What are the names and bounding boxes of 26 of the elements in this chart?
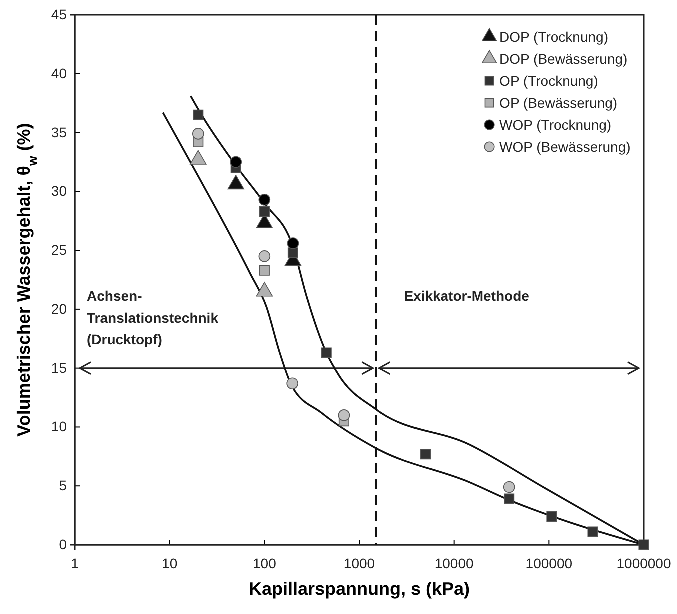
legend-label: DOP (Bewässerung) [500, 51, 628, 67]
y-tick-label: 20 [51, 300, 68, 317]
x-tick-label: 10000 [434, 555, 474, 572]
x-tick-label: 100000 [526, 555, 573, 572]
x-tick-label: 100 [252, 555, 277, 572]
y-tick-label: 25 [51, 242, 68, 258]
x-tick-label: 1 [71, 555, 80, 572]
x-tick-label: 10 [162, 555, 178, 572]
x-tick-label: 1000 [344, 555, 376, 572]
y-tick-label: 30 [51, 183, 68, 200]
legend-label: DOP (Trocknung) [500, 29, 608, 45]
annotation: Exikkator-Methode [404, 288, 530, 304]
legend-label: OP (Trocknung) [500, 73, 598, 89]
y-tick-label: 10 [51, 418, 68, 435]
y-tick-label: 45 [51, 6, 68, 22]
x-axis-title: Kapillarspannung, s (kPa) [248, 579, 470, 599]
legend-label: WOP (Bewässerung) [500, 139, 631, 155]
y-tick-label: 40 [51, 65, 68, 82]
x-tick-label: 1000000 [616, 555, 672, 572]
annotation: Achsen- Translationstechnik (Drucktopf) [87, 288, 219, 348]
y-tick-label: 15 [51, 360, 68, 376]
legend-label: WOP (Trocknung) [500, 117, 612, 133]
y-tick-label: 35 [51, 124, 68, 140]
y-tick-label: 5 [59, 478, 68, 494]
y-tick-label: 0 [59, 536, 68, 552]
legend-label: OP (Bewässerung) [500, 95, 618, 111]
